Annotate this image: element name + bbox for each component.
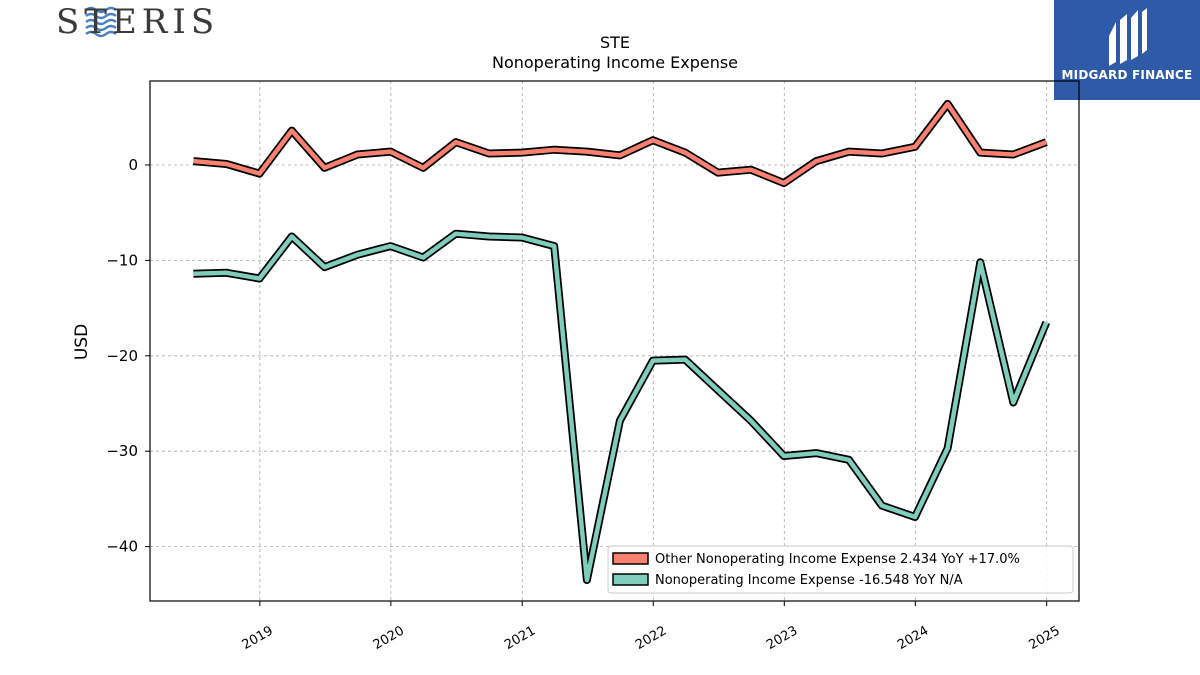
y-tick-label: −20 [106,347,138,365]
x-tick-label: 2019 [240,623,276,653]
y-tick-label: −40 [106,538,138,556]
chart-subtitle: Nonoperating Income Expense [492,53,738,72]
legend-label-other: Other Nonoperating Income Expense 2.434 … [655,552,1020,567]
legend-swatch-nonoperating [612,573,649,586]
y-tick-label: 0 [128,156,138,174]
company-logo-text: STERIS [56,2,220,42]
grid-lines [150,81,1079,601]
x-tick-label: 2023 [764,623,800,653]
x-tick-label: 2021 [502,623,538,653]
series-line-nonoperating [193,231,1049,583]
legend-box [607,545,1074,594]
x-axis-ticks: 2019 2020 2021 2022 2023 2024 2025 [240,601,1063,653]
badge-label: MIDGARD FINANCE [1061,68,1193,82]
chart-title: STE [600,33,630,52]
steris-logo [85,6,117,38]
x-tick-label: 2025 [1027,623,1063,653]
x-tick-label: 2020 [371,623,407,653]
plot-frame [149,80,1080,602]
y-tick-label: −30 [106,442,138,460]
midgard-logo-icon [1109,8,1147,66]
legend-swatch-other [612,552,649,565]
legend: Other Nonoperating Income Expense 2.434 … [607,545,1074,594]
y-axis-ticks: 0 −10 −20 −30 −40 [106,156,150,556]
series-outline-nonoperating [193,229,1050,584]
midgard-finance-badge: MIDGARD FINANCE [1054,0,1200,100]
series-lines [193,99,1050,584]
x-tick-label: 2022 [633,623,669,653]
legend-label-nonoperating: Nonoperating Income Expense -16.548 YoY … [655,573,963,588]
series-line-other-nonoperating [193,101,1048,186]
x-tick-label: 2024 [895,623,931,653]
y-axis-label: USD [72,324,92,360]
y-tick-label: −10 [106,251,138,269]
